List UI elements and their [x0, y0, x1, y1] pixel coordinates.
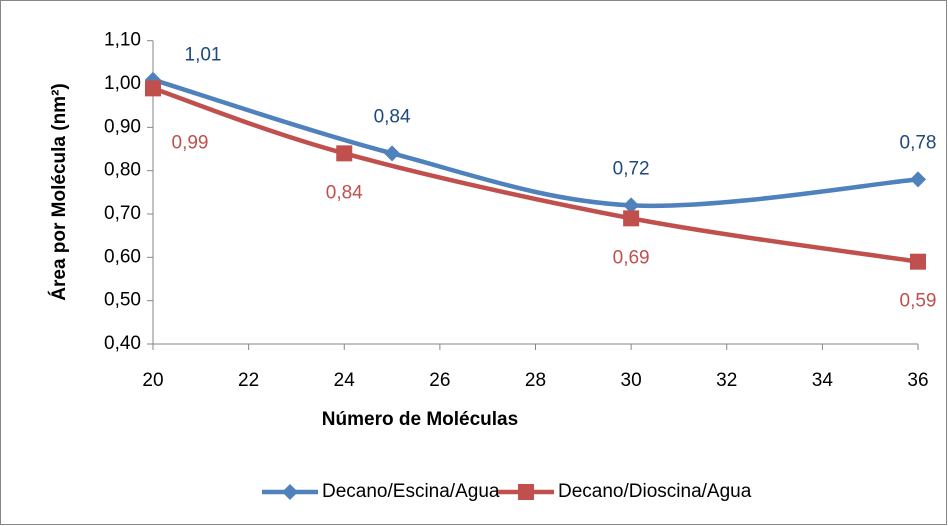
marker: [910, 171, 926, 188]
marker: [336, 145, 353, 162]
x-tick-label: 34: [812, 370, 834, 391]
data-label: 0,72: [613, 158, 650, 179]
data-label: 0,84: [326, 182, 363, 203]
legend-label: Decano/Dioscina/Agua: [558, 481, 752, 502]
data-label: 1,01: [185, 45, 222, 66]
marker: [910, 253, 926, 270]
x-tick-label: 20: [142, 370, 163, 391]
data-label: 0,78: [900, 132, 937, 153]
marker: [384, 145, 401, 162]
x-tick-label: 30: [621, 370, 642, 391]
x-tick-label: 36: [907, 370, 928, 391]
x-tick-label: 22: [238, 370, 259, 391]
y-tick-label: 1,10: [104, 30, 141, 51]
y-tick-label: 0,40: [104, 333, 141, 354]
marker: [145, 80, 161, 97]
x-axis-title: Número de Moléculas: [322, 409, 518, 430]
marker: [623, 197, 640, 214]
data-label: 0,69: [613, 247, 650, 268]
x-tick-label: 26: [429, 370, 450, 391]
data-label: 0,84: [374, 106, 411, 127]
y-axis-title: Área por Molécula (nm²): [48, 83, 70, 300]
x-tick-label: 28: [525, 370, 546, 391]
data-label: 0,99: [172, 132, 209, 153]
data-label: 0,59: [900, 291, 937, 312]
x-tick-label: 32: [716, 370, 737, 391]
legend-label: Decano/Escina/Agua: [322, 481, 500, 502]
marker: [518, 484, 534, 500]
series-line: [152, 86, 919, 264]
y-tick-label: 1,00: [104, 73, 141, 94]
y-tick-label: 0,60: [104, 246, 141, 267]
marker: [623, 210, 640, 227]
x-tick-label: 24: [334, 370, 356, 391]
marker: [282, 484, 298, 500]
y-tick-label: 0,70: [104, 203, 141, 224]
y-tick-label: 0,90: [104, 116, 141, 137]
y-tick-label: 0,80: [104, 160, 141, 181]
series-line: [152, 77, 919, 209]
y-tick-label: 0,50: [104, 290, 141, 311]
